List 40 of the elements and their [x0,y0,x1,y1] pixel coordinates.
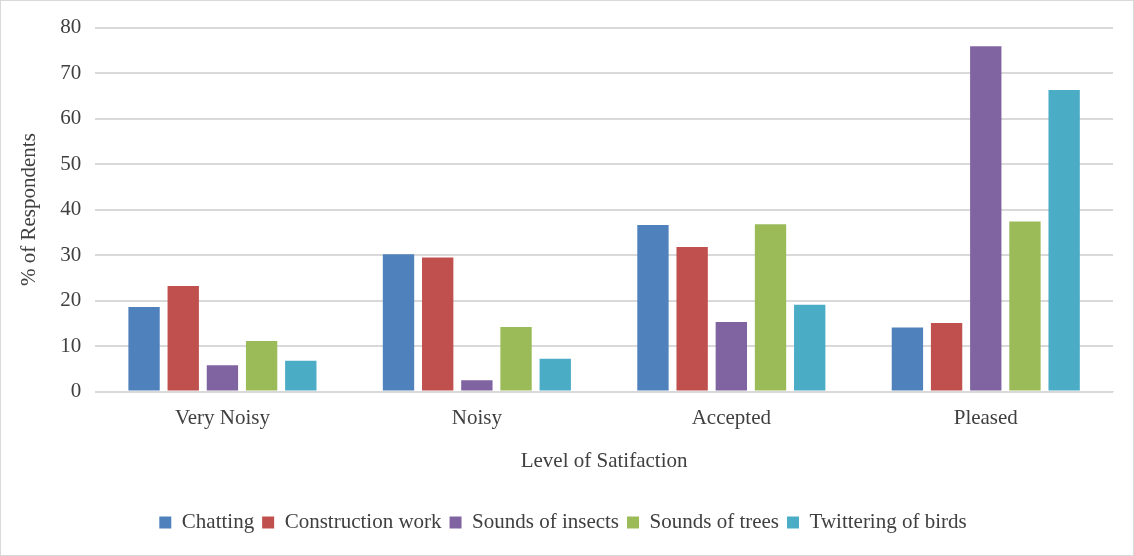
legend-label: Twittering of birds [809,509,967,534]
x-tick-label: Pleased [953,404,1019,429]
bar [891,327,924,391]
bar [754,224,787,391]
bar [794,304,826,391]
bar [676,246,708,391]
x-tick-label: Accepted [691,404,772,429]
y-tick-label: 60 [60,105,82,130]
y-tick-label: 0 [70,378,82,403]
x-tick-label: Very Noisy [174,404,271,429]
y-tick-label: 30 [60,241,82,266]
x-tick-label: Noisy [451,404,503,429]
bar [500,326,532,391]
bar [461,380,493,391]
legend-label: Construction work [284,509,443,534]
bar [715,321,747,391]
y-tick-label: 20 [60,287,82,312]
bar [1009,221,1041,391]
bar [539,358,571,391]
y-axis-title: % of Respondents [16,133,41,287]
legend-label: Sounds of insects [472,509,620,534]
bar [167,286,199,391]
bar [1048,89,1080,391]
y-tick-label: 40 [60,196,82,221]
bar [637,225,669,391]
bar [285,360,317,391]
y-tick-label: 70 [60,59,82,84]
bar [930,322,963,391]
bar [382,254,415,391]
bar [245,341,278,391]
y-tick-label: 10 [60,332,82,357]
bar [128,306,160,391]
y-tick-label: 50 [60,150,82,175]
y-tick-label: 80 [60,14,82,39]
legend-label: Chatting [181,509,255,534]
x-axis-title: Level of Satifaction [520,447,688,472]
bar [206,365,239,391]
bar [970,46,1002,391]
legend-label: Sounds of trees [649,509,780,534]
bar [422,257,454,391]
